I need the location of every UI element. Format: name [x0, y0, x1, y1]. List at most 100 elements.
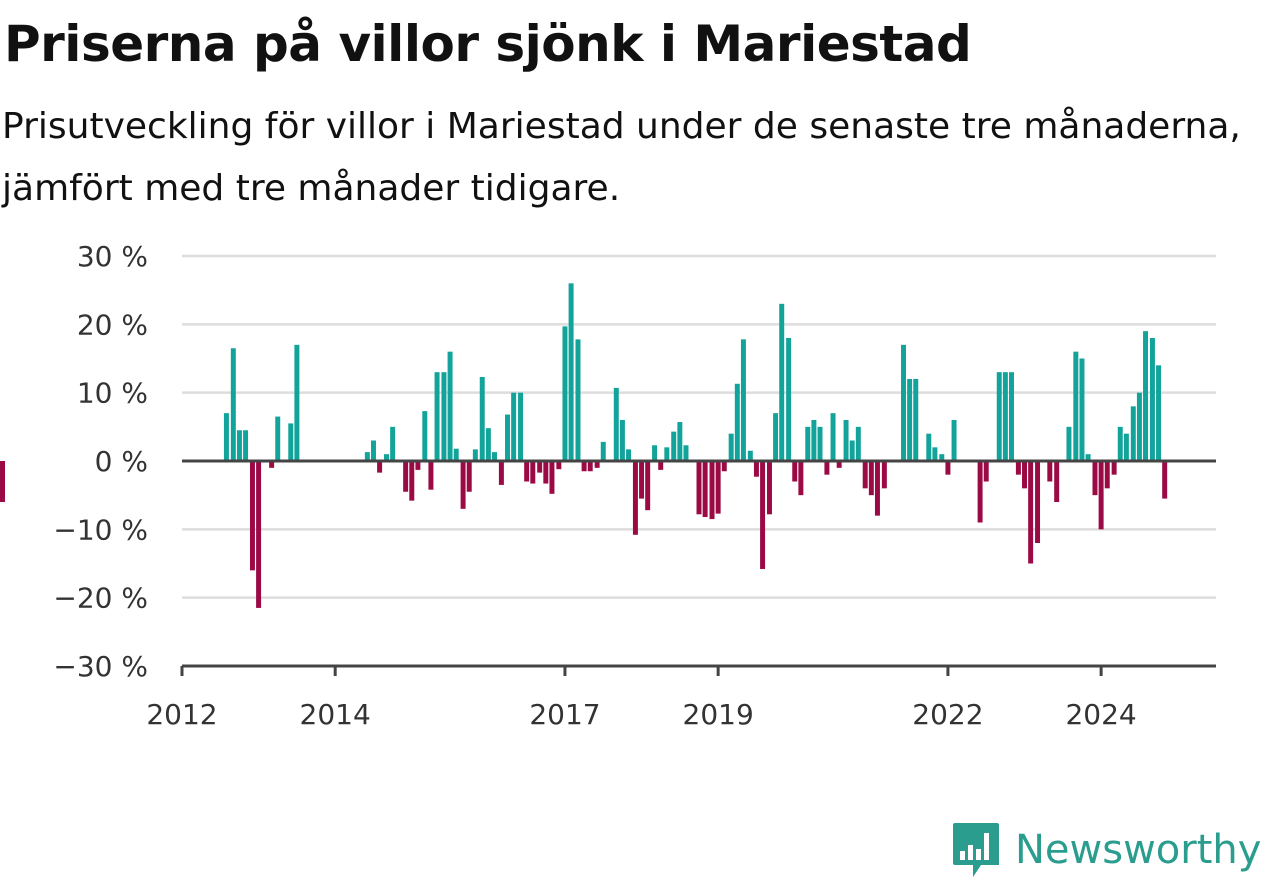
bar	[568, 283, 574, 461]
bar	[862, 461, 868, 489]
bar	[556, 461, 562, 470]
bar	[530, 461, 536, 484]
y-tick-label: −20 %	[53, 582, 148, 615]
bar	[977, 461, 983, 523]
bar	[721, 461, 727, 472]
bar	[881, 461, 887, 489]
bar	[249, 461, 255, 571]
bar	[632, 461, 638, 535]
bar	[587, 461, 593, 472]
bar	[1035, 461, 1041, 543]
bar	[403, 461, 409, 492]
bar	[243, 430, 249, 461]
bar	[907, 379, 913, 461]
bar	[1162, 461, 1168, 499]
bar	[236, 430, 242, 461]
bar	[492, 452, 497, 461]
bar	[1047, 461, 1053, 482]
bar	[677, 422, 683, 461]
y-tick-label: 20 %	[77, 308, 148, 341]
bar	[460, 461, 466, 509]
bar	[549, 461, 555, 494]
bar	[619, 420, 625, 461]
bar	[817, 426, 823, 461]
chart-title: Priserna på villor sjönk i Mariestad	[4, 15, 972, 73]
bar	[652, 445, 658, 461]
bar	[1149, 338, 1155, 461]
bar	[498, 461, 504, 485]
bar	[626, 449, 632, 461]
bar	[1117, 426, 1123, 461]
bar	[753, 461, 759, 477]
bar	[1054, 461, 1060, 502]
bar	[511, 392, 517, 461]
bar	[855, 426, 861, 461]
bar	[913, 379, 919, 461]
bar	[453, 448, 459, 461]
bar	[441, 372, 447, 461]
bar	[671, 431, 677, 461]
bar	[1085, 454, 1091, 461]
bar	[269, 461, 275, 468]
bar	[524, 461, 530, 482]
bar	[1073, 351, 1079, 461]
bar	[824, 461, 830, 475]
bar	[932, 447, 938, 461]
newsworthy-chart-icon	[953, 823, 999, 877]
bar	[843, 420, 849, 461]
bar	[600, 441, 606, 461]
bar	[1111, 461, 1117, 475]
bar	[562, 326, 568, 461]
bar	[926, 433, 932, 461]
bar	[747, 450, 753, 461]
bar	[939, 454, 945, 461]
x-tick-label: 2014	[300, 698, 371, 731]
bar	[786, 338, 792, 461]
bar	[1009, 372, 1014, 461]
bar	[740, 339, 746, 461]
bar	[951, 420, 957, 461]
bar	[1136, 392, 1142, 461]
bar	[384, 454, 389, 461]
bar	[773, 413, 779, 461]
bar	[377, 461, 383, 473]
bar	[1028, 461, 1034, 564]
bar	[422, 411, 428, 461]
bar	[485, 428, 491, 461]
bar	[472, 449, 478, 461]
bar	[709, 461, 715, 520]
y-tick-label: 0 %	[95, 445, 148, 478]
bar	[0, 461, 5, 496]
bar	[983, 461, 989, 482]
newsworthy-logo: Newsworthy	[951, 820, 1261, 880]
bar	[575, 339, 581, 461]
y-tick-label: −10 %	[53, 513, 148, 546]
bar	[1015, 461, 1021, 475]
brand-name: Newsworthy	[1015, 827, 1262, 873]
bar	[434, 372, 440, 461]
bar	[479, 376, 485, 461]
x-tick-label: 2019	[683, 698, 754, 731]
bar	[945, 461, 951, 475]
bar	[613, 387, 619, 461]
bar	[1156, 365, 1162, 461]
bar	[409, 461, 415, 501]
bar	[1143, 331, 1149, 461]
bar	[874, 461, 880, 516]
bar	[811, 420, 817, 461]
bar	[1092, 461, 1098, 496]
bar	[581, 461, 587, 472]
bar	[1079, 358, 1085, 461]
bar	[370, 440, 376, 461]
bar	[466, 461, 472, 492]
bar	[1123, 433, 1129, 461]
bar	[734, 383, 740, 461]
bar	[415, 461, 421, 470]
bar	[1104, 461, 1110, 489]
x-tick-label: 2012	[146, 698, 217, 731]
bar	[594, 461, 600, 468]
bar	[798, 461, 804, 496]
bar	[664, 447, 670, 461]
bar	[779, 303, 785, 461]
